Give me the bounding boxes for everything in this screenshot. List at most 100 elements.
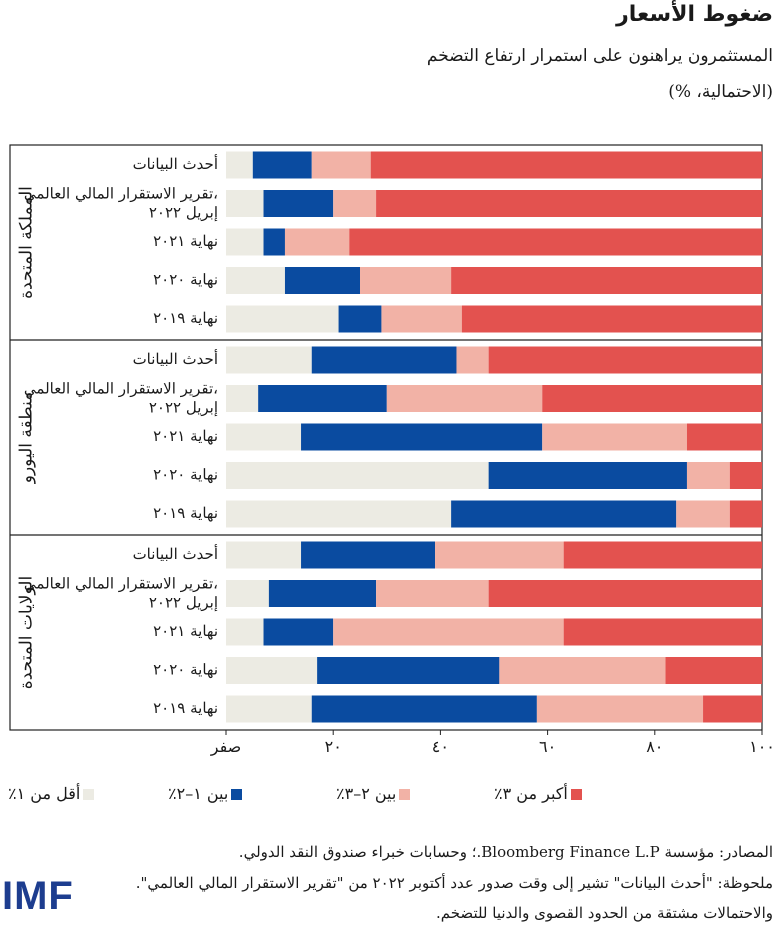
bar-segment-below1 (226, 657, 318, 684)
legend-item-b2to3: بين ٢–٣٪ (336, 784, 411, 804)
legend-item-below1: أقل من ١٪ (8, 784, 95, 804)
category-label: إبريل ٢٠٢٢ (149, 399, 218, 417)
bar-segment-b1to2 (263, 190, 334, 217)
bar-segment-above3 (703, 695, 762, 723)
legend-swatch-b1to2 (231, 789, 243, 800)
bar-segment-below1 (226, 618, 264, 646)
bar-segment-above3 (488, 580, 762, 607)
bar-segment-above3 (370, 151, 762, 179)
bar-segment-b1to2 (284, 267, 360, 294)
bar-segment-b2to3 (435, 541, 564, 569)
legend-label-above3: أكبر من ٣٪ (494, 784, 568, 803)
bar-segment-below1 (226, 385, 259, 412)
legend-label-b1to2: بين ١–٢٪ (168, 784, 229, 803)
bar-segment-b2to3 (333, 190, 377, 217)
bar-segment-b1to2 (301, 423, 543, 451)
group-label: الولايات المتحدة (17, 576, 37, 689)
bar-segment-above3 (488, 346, 762, 374)
chart-subtitle: المستثمرون يراهنون على استمرار ارتفاع ال… (426, 46, 773, 66)
bar-segment-below1 (226, 462, 489, 489)
bar-segment-below1 (226, 305, 339, 333)
category-label: إبريل ٢٠٢٢ (149, 594, 218, 612)
legend-swatch-below1 (83, 789, 95, 800)
bar-segment-below1 (226, 346, 312, 374)
legend-label-below1: أقل من ١٪ (8, 784, 81, 803)
legend-swatch-above3 (570, 789, 582, 800)
stacked-bar-chart: المملكة المتحدة أحدث البيانات تقرير الاستق… (9, 144, 775, 756)
group-label: المملكة المتحدة (17, 186, 37, 299)
x-tick-label: ٢٠ (325, 737, 342, 756)
bar-segment-b1to2 (252, 151, 312, 179)
category-label: تقرير الاستقرار المالي العالمي، (24, 185, 218, 203)
bar-segment-above3 (349, 228, 762, 256)
group-label: منطقة اليورو (17, 392, 37, 485)
bar-segment-below1 (226, 580, 269, 607)
bar-segment-above3 (451, 267, 762, 294)
bar-segment-b1to2 (258, 385, 387, 412)
bar-segment-b2to3 (386, 385, 543, 412)
legend-label-b2to3: بين ٢–٣٪ (336, 784, 397, 803)
footnote-line-2: والاحتمالات مشتقة من الحدود القصوى والدن… (436, 904, 773, 922)
bar-segment-above3 (461, 305, 762, 333)
bar-segment-below1 (226, 228, 264, 256)
bar-segment-below1 (226, 151, 253, 179)
category-label: نهاية ٢٠٢٠ (153, 466, 218, 484)
bar-segment-b1to2 (311, 346, 457, 374)
category-label: أحدث البيانات (133, 544, 218, 563)
category-label: نهاية ٢٠١٩ (153, 309, 218, 327)
category-label: تقرير الاستقرار المالي العالمي، (24, 575, 218, 593)
legend-item-above3: أكبر من ٣٪ (494, 784, 582, 804)
category-label: نهاية ٢٠١٩ (153, 504, 218, 522)
x-tick-label: ١٠٠ (749, 737, 775, 756)
category-label: إبريل ٢٠٢٢ (149, 204, 218, 222)
category-label: نهاية ٢٠٢١ (153, 622, 218, 640)
bar-segment-above3 (376, 190, 762, 217)
bar-segment-b1to2 (268, 580, 377, 607)
category-label: نهاية ٢٠٢١ (153, 427, 218, 445)
bar-segment-b2to3 (456, 346, 489, 374)
bar-segment-above3 (563, 541, 762, 569)
category-label: نهاية ٢٠٢٠ (153, 271, 218, 289)
bar-segment-below1 (226, 695, 312, 723)
bar-segment-above3 (729, 462, 762, 489)
bar-segment-below1 (226, 190, 264, 217)
x-tick-label: ٦٠ (539, 737, 556, 756)
bar-segment-b1to2 (263, 618, 334, 646)
bar-segment-b2to3 (311, 151, 371, 179)
x-tick-label: ٨٠ (646, 737, 663, 756)
bar-segment-above3 (542, 385, 762, 412)
footnote-line-1: ملحوظة: "أحدث البيانات" تشير إلى وقت صدو… (135, 874, 773, 892)
category-label: نهاية ٢٠١٩ (153, 699, 218, 717)
bar-segment-below1 (226, 267, 285, 294)
category-label: تقرير الاستقرار المالي العالمي، (24, 380, 218, 398)
imf-logo: IMF (2, 874, 74, 918)
bar-segment-above3 (729, 500, 762, 528)
bar-segment-b1to2 (301, 541, 436, 569)
bar-segment-above3 (665, 657, 762, 684)
bar-segment-below1 (226, 541, 302, 569)
x-tick-label: صفر (210, 737, 242, 756)
bar-segment-b1to2 (488, 462, 687, 489)
bar-segment-b2to3 (333, 618, 564, 646)
bar-segment-b2to3 (536, 695, 704, 723)
bar-segment-above3 (686, 423, 762, 451)
bar-segment-b2to3 (542, 423, 687, 451)
bar-segment-b2to3 (676, 500, 730, 528)
bar-segment-b2to3 (686, 462, 730, 489)
category-label: نهاية ٢٠٢١ (153, 232, 218, 250)
bar-segment-b2to3 (360, 267, 452, 294)
chart-units: (الاحتمالية، %) (668, 82, 773, 102)
bar-segment-below1 (226, 500, 452, 528)
source-note: المصادر: مؤسسة Bloomberg Finance L.P.؛ و… (238, 843, 773, 861)
bar-segment-b1to2 (317, 657, 500, 684)
bar-segment-below1 (226, 423, 302, 451)
category-label: أحدث البيانات (133, 349, 218, 368)
category-label: نهاية ٢٠٢٠ (153, 661, 218, 679)
bar-segment-b2to3 (381, 305, 462, 333)
chart-title: ضغوط الأسعار (616, 2, 773, 27)
bar-segment-b2to3 (499, 657, 666, 684)
bar-segment-b2to3 (284, 228, 350, 256)
bar-segment-b1to2 (338, 305, 382, 333)
x-tick-label: ٤٠ (432, 737, 449, 756)
bar-segment-b2to3 (376, 580, 489, 607)
